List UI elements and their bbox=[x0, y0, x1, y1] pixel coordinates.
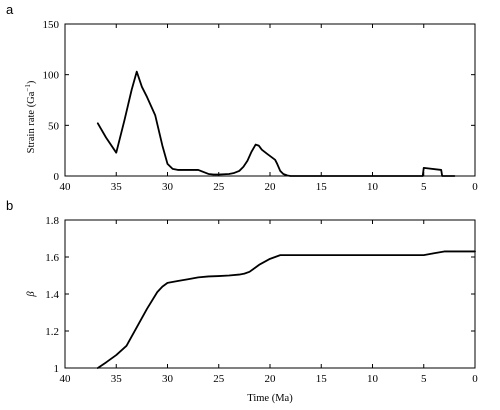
y-tick-label: 1.8 bbox=[45, 215, 59, 227]
y-tick-label: 50 bbox=[48, 120, 60, 132]
panel-a-letter: a bbox=[6, 2, 14, 17]
x-tick-label: 15 bbox=[316, 373, 328, 385]
x-tick-label: 30 bbox=[162, 181, 174, 193]
panel-b: b β 40 35 30 25 20 15 10 5 0 1 1.2 1.4 1.6 1.8 Time … bbox=[6, 198, 478, 404]
x-tick-label: 35 bbox=[111, 373, 123, 385]
x-tick-label: 30 bbox=[162, 373, 174, 385]
panel-a-strain-rate-line bbox=[96, 70, 456, 177]
y-tick-label: 1 bbox=[54, 363, 60, 375]
y-tick-label: 150 bbox=[43, 19, 60, 31]
panel-a-ylabel: Strain rate (Ga−1) bbox=[24, 80, 37, 153]
x-tick-label: 15 bbox=[316, 181, 328, 193]
y-tick-label: 0 bbox=[54, 171, 60, 183]
x-tick-label: 5 bbox=[421, 373, 427, 385]
x-tick-label: 25 bbox=[213, 373, 225, 385]
x-tick-label: 20 bbox=[265, 181, 277, 193]
panel-b-letter: b bbox=[6, 198, 13, 213]
panel-a-x-ticks: 40 35 30 25 20 15 10 5 0 bbox=[60, 24, 478, 193]
x-tick-label: 35 bbox=[111, 181, 123, 193]
panel-b-ylabel: β bbox=[26, 291, 37, 298]
panel-a: a Strain rate (Ga−1) 40 35 30 25 20 15 10 5 0 05… bbox=[6, 2, 478, 193]
x-tick-label: 5 bbox=[421, 181, 427, 193]
panel-b-y-ticks: 1 1.2 1.4 1.6 1.8 bbox=[45, 215, 475, 375]
panel-a-y-ticks: 0 50 100 150 bbox=[43, 19, 475, 183]
panel-b-xlabel: Time (Ma) bbox=[247, 393, 293, 404]
x-tick-label: 0 bbox=[472, 181, 478, 193]
y-tick-label: 1.4 bbox=[45, 289, 59, 301]
x-tick-label: 10 bbox=[367, 373, 379, 385]
y-tick-label: 1.2 bbox=[45, 326, 59, 338]
x-tick-label: 40 bbox=[60, 181, 72, 193]
x-tick-label: 25 bbox=[213, 181, 225, 193]
x-tick-label: 0 bbox=[472, 373, 478, 385]
y-tick-label: 100 bbox=[43, 70, 60, 82]
x-tick-label: 20 bbox=[265, 373, 277, 385]
x-tick-label: 10 bbox=[367, 181, 379, 193]
y-tick-label: 1.6 bbox=[45, 252, 59, 264]
panel-b-beta-line bbox=[96, 250, 476, 369]
x-tick-label: 40 bbox=[60, 373, 72, 385]
panel-b-x-ticks: 40 35 30 25 20 15 10 5 0 bbox=[60, 220, 478, 385]
panel-a-plot-frame bbox=[64, 23, 476, 177]
